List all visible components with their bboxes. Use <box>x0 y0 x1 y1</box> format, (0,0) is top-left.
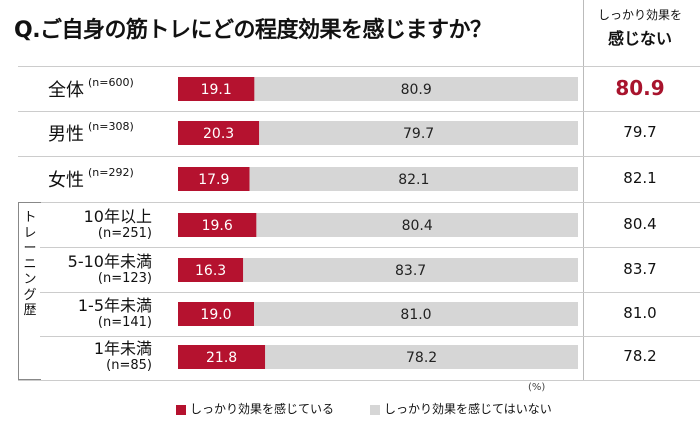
data-label-effective: 19.0 <box>200 307 231 323</box>
row-separator <box>40 247 700 248</box>
row-separator <box>18 111 700 112</box>
category-name: 1-5年未満 <box>77 296 152 315</box>
category-label: 男性 (n=308) <box>48 120 134 146</box>
data-label-not-effective: 81.0 <box>400 307 431 323</box>
bar-effective <box>178 345 266 369</box>
bar-not-effective <box>254 302 578 326</box>
unit-label: (%) <box>528 382 546 393</box>
data-label-not-effective: 82.1 <box>398 172 429 188</box>
bar-effective <box>178 121 260 145</box>
category-n: (n=292) <box>88 166 134 179</box>
row-separator <box>40 336 700 337</box>
right-column-value: 81.0 <box>623 304 657 322</box>
legend-label-effective: しっかり効果を感じている <box>190 402 335 416</box>
category-name: 1年未満 <box>93 339 152 358</box>
right-column-value: 79.7 <box>623 123 657 141</box>
bar-effective <box>178 258 244 282</box>
category-name: 男性 <box>48 124 84 145</box>
category-name: 10年以上 <box>83 207 152 226</box>
bar-not-effective <box>265 345 578 369</box>
legend-item-effective: しっかり効果を感じている <box>176 400 334 417</box>
training-group-label: トレーニング歴 <box>23 210 37 318</box>
data-label-effective: 19.6 <box>202 218 233 234</box>
row-separator <box>18 66 700 67</box>
bar-effective <box>178 213 257 237</box>
category-name: 5-10年未満 <box>67 252 152 271</box>
bar-effective <box>178 77 255 101</box>
bar-not-effective <box>254 77 578 101</box>
data-label-not-effective: 80.4 <box>402 218 433 234</box>
row-separator <box>18 156 700 157</box>
legend-swatch-effective <box>176 404 186 415</box>
chart-title: Q.ご自身の筋トレにどの程度効果を感じますか？ <box>14 18 492 43</box>
category-name: 女性 <box>48 170 84 191</box>
category-name: 全体 <box>48 80 84 101</box>
data-label-not-effective: 83.7 <box>395 263 426 279</box>
row-separator <box>18 380 700 381</box>
data-label-effective: 17.9 <box>198 172 229 188</box>
right-panel-divider <box>583 0 584 380</box>
data-label-not-effective: 78.2 <box>406 350 437 366</box>
category-label: 1年未満 (n=85) <box>12 339 152 374</box>
bar-not-effective <box>256 213 578 237</box>
data-label-effective: 16.3 <box>195 263 226 279</box>
category-n: (n=308) <box>88 120 134 133</box>
category-n: (n=600) <box>88 76 134 89</box>
data-label-effective: 20.3 <box>203 126 234 142</box>
category-label: 女性 (n=292) <box>48 166 134 192</box>
category-label: 5-10年未満 (n=123) <box>12 252 152 287</box>
legend-item-not-effective: しっかり効果を感じてはいない <box>370 400 552 417</box>
right-column-header-line1: しっかり効果を <box>597 8 682 22</box>
category-label: 10年以上 (n=251) <box>12 207 152 242</box>
bar-not-effective <box>249 167 578 191</box>
training-group-bracket <box>18 202 41 380</box>
data-label-effective: 19.1 <box>201 82 232 98</box>
right-column-value: 80.4 <box>623 215 657 233</box>
legend-label-not-effective: しっかり効果を感じてはいない <box>384 402 552 416</box>
bar-not-effective <box>243 258 578 282</box>
right-column-value: 80.9 <box>615 76 665 100</box>
category-n: (n=141) <box>97 315 152 330</box>
right-column-header: しっかり効果を 感じない <box>587 6 693 49</box>
row-separator <box>40 292 700 293</box>
legend-swatch-not-effective <box>370 404 380 415</box>
category-n: (n=251) <box>97 226 152 241</box>
data-label-not-effective: 80.9 <box>401 82 432 98</box>
right-column-value: 83.7 <box>623 260 657 278</box>
bar-effective <box>178 302 254 326</box>
row-separator <box>40 202 700 203</box>
data-label-effective: 21.8 <box>206 350 237 366</box>
bar-effective <box>178 167 250 191</box>
category-label: 全体 (n=600) <box>48 76 134 102</box>
right-column-value: 78.2 <box>623 347 657 365</box>
right-column-value: 82.1 <box>623 169 657 187</box>
category-n: (n=123) <box>97 271 152 286</box>
category-n: (n=85) <box>106 358 152 373</box>
bar-not-effective <box>259 121 578 145</box>
category-label: 1-5年未満 (n=141) <box>12 296 152 331</box>
right-column-header-line2: 感じない <box>607 29 672 48</box>
data-label-not-effective: 79.7 <box>403 126 434 142</box>
